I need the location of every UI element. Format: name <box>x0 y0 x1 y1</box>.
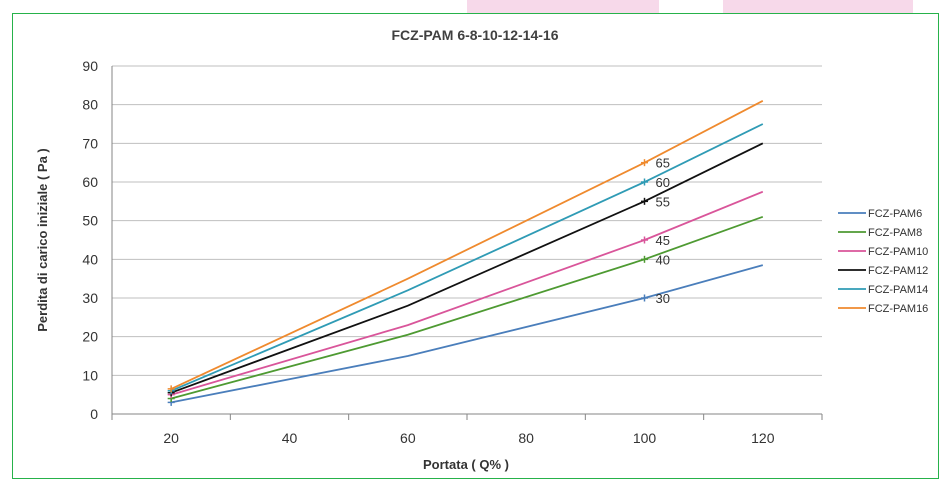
chart-title: FCZ-PAM 6-8-10-12-14-16 <box>391 27 558 43</box>
x-tick-label: 100 <box>633 430 657 446</box>
series-line <box>171 264 764 404</box>
data-labels: 30 40 45 55 60 65 <box>656 156 670 306</box>
data-point <box>641 159 648 167</box>
data-point <box>641 294 648 302</box>
x-tick-label: 80 <box>518 430 534 446</box>
y-tick-label: 40 <box>82 251 98 267</box>
y-tick-label: 90 <box>82 58 98 74</box>
legend-entry: FCZ-PAM8 <box>868 227 922 239</box>
y-tick-label: 70 <box>82 135 98 151</box>
x-tick-label: 60 <box>400 430 416 446</box>
y-tick-label: 10 <box>82 367 98 383</box>
x-axis-label: Portata ( Q% ) <box>423 457 509 472</box>
y-tick-label: 0 <box>90 406 98 422</box>
x-tick-label: 120 <box>751 430 775 446</box>
data-point <box>641 197 648 205</box>
top-pink-block <box>467 0 659 13</box>
series-layer <box>167 100 764 406</box>
data-label: 30 <box>656 291 670 306</box>
data-label: 55 <box>656 194 670 209</box>
legend-entry: FCZ-PAM10 <box>868 246 928 258</box>
axes: 0 10 20 30 40 50 60 70 80 90 20 40 60 80 100 120 <box>82 58 823 446</box>
series-line <box>170 215 764 400</box>
series-line <box>170 142 764 394</box>
data-point <box>641 178 648 186</box>
x-tick-label: 40 <box>282 430 298 446</box>
series-line <box>170 123 764 392</box>
legend-entry: FCZ-PAM12 <box>868 265 928 277</box>
legend-entry: FCZ-PAM6 <box>868 208 922 220</box>
y-tick-label: 50 <box>82 213 98 229</box>
series-line <box>170 190 764 396</box>
series-line <box>170 100 764 390</box>
y-tick-label: 60 <box>82 174 98 190</box>
top-pink-block <box>723 0 913 13</box>
grid <box>112 65 822 376</box>
y-tick-label: 20 <box>82 329 98 345</box>
data-point <box>641 255 648 263</box>
data-label: 45 <box>656 233 670 248</box>
data-label: 60 <box>656 175 670 190</box>
data-label: 65 <box>656 156 670 171</box>
legend: FCZ-PAM6 FCZ-PAM8 FCZ-PAM10 FCZ-PAM12 FCZ-PA… <box>838 208 928 315</box>
legend-entry: FCZ-PAM16 <box>868 303 928 315</box>
data-label: 40 <box>656 252 670 267</box>
data-point <box>167 385 175 393</box>
y-tick-label: 30 <box>82 290 98 306</box>
y-axis-label: Perdita di carico iniziale ( Pa ) <box>35 148 50 332</box>
data-point <box>641 236 648 244</box>
x-tick-label: 20 <box>163 430 179 446</box>
legend-entry: FCZ-PAM14 <box>868 284 928 296</box>
y-tick-label: 80 <box>82 97 98 113</box>
